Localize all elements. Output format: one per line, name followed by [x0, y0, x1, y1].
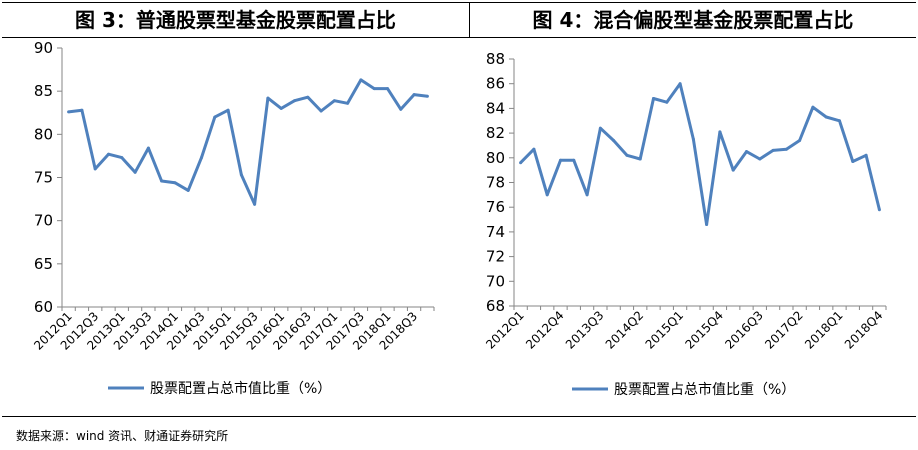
data-point [239, 173, 243, 177]
data-point [519, 161, 523, 165]
x-tick-label: 2017Q2 [762, 308, 806, 352]
y-tick-label: 76 [486, 198, 505, 216]
data-point [133, 170, 137, 174]
series-line [68, 78, 428, 206]
y-tick-label: 82 [486, 124, 505, 142]
series-line [519, 82, 881, 226]
data-point [638, 157, 642, 161]
x-tick-label: 2014Q2 [603, 308, 647, 352]
data-point [319, 109, 323, 113]
y-tick-label: 90 [34, 39, 53, 57]
data-point [67, 110, 71, 114]
y-tick-label: 85 [34, 82, 53, 100]
data-point [545, 193, 549, 197]
x-tick-label: 2016Q3 [722, 308, 766, 352]
data-point [745, 150, 748, 154]
y-tick-label: 68 [486, 297, 505, 315]
data-point [80, 108, 84, 112]
x-tick-label: 2018Q4 [842, 308, 886, 352]
y-tick-label: 86 [486, 75, 505, 93]
data-point [718, 130, 722, 134]
data-point [120, 156, 124, 160]
y-tick-label: 80 [486, 149, 505, 167]
data-point [838, 119, 841, 123]
data-point [160, 179, 164, 183]
data-point [705, 223, 709, 226]
data-point [213, 115, 217, 119]
data-point [359, 78, 363, 82]
data-point [200, 156, 203, 160]
x-tick-label: 2012Q4 [523, 308, 567, 352]
y-tick-label: 70 [486, 272, 505, 290]
y-tick-label: 65 [34, 255, 53, 273]
x-tick-label: 2015Q1 [643, 308, 687, 352]
data-point [293, 99, 296, 103]
data-point [612, 139, 616, 142]
data-point [678, 82, 682, 86]
data-point [386, 87, 389, 91]
y-tick-label: 72 [486, 248, 505, 266]
data-point [107, 152, 110, 156]
data-point [758, 157, 762, 161]
y-tick-label: 60 [34, 298, 53, 316]
y-tick-label: 84 [486, 99, 505, 117]
data-point [412, 93, 416, 97]
data-point [372, 87, 376, 91]
data-point [532, 147, 536, 151]
y-tick-label: 75 [34, 169, 53, 187]
chart-right: 68707274767880828486882012Q12012Q42013Q3… [483, 50, 887, 398]
data-point [173, 181, 177, 185]
legend-label: 股票配置占总市值比重（%） [614, 381, 795, 398]
data-point [691, 137, 695, 141]
legend-label: 股票配置占总市值比重（%） [150, 380, 331, 397]
chart-title-right: 图 4：混合偏股型基金股票配置占比 [532, 8, 854, 32]
x-tick-label: 2015Q4 [682, 308, 726, 352]
y-tick-label: 80 [34, 125, 53, 143]
data-point [559, 158, 562, 162]
data-point [665, 100, 669, 104]
chart-left: 606570758085902012Q12012Q32013Q12013Q320… [31, 39, 435, 397]
title-separator [469, 3, 470, 37]
data-point [811, 105, 815, 109]
y-tick-label: 88 [486, 50, 505, 68]
data-point [399, 107, 403, 111]
data-point [585, 193, 589, 197]
data-point [146, 146, 150, 150]
data-point [625, 153, 629, 157]
y-tick-label: 78 [486, 174, 505, 192]
data-point [652, 97, 655, 100]
data-point [771, 148, 775, 152]
data-point [186, 188, 190, 192]
data-point [784, 147, 788, 151]
data-point [572, 158, 576, 162]
data-point [864, 153, 868, 157]
chart-title-left: 图 3：普通股票型基金股票配置占比 [75, 8, 396, 32]
title-band: 图 3：普通股票型基金股票配置占比 图 4：混合偏股型基金股票配置占比 [2, 2, 916, 38]
y-tick-label: 70 [34, 212, 53, 230]
data-point [306, 95, 310, 99]
data-point [266, 96, 270, 100]
x-tick-label: 2013Q3 [563, 308, 607, 352]
data-point [798, 139, 802, 142]
data-point [425, 94, 429, 98]
data-point [824, 115, 828, 119]
data-point [598, 126, 602, 130]
source-note: 数据来源：wind 资讯、财通证券研究所 [16, 429, 229, 443]
y-tick-label: 74 [486, 223, 505, 241]
x-tick-label: 2018Q1 [802, 308, 846, 352]
data-point [253, 202, 257, 206]
data-point [332, 99, 336, 103]
data-point [877, 208, 881, 212]
data-point [279, 106, 283, 110]
data-point [226, 108, 230, 112]
data-point [93, 167, 97, 171]
data-point [731, 168, 735, 172]
bottom-rule [2, 416, 916, 417]
data-point [851, 160, 855, 163]
data-point [346, 101, 350, 105]
